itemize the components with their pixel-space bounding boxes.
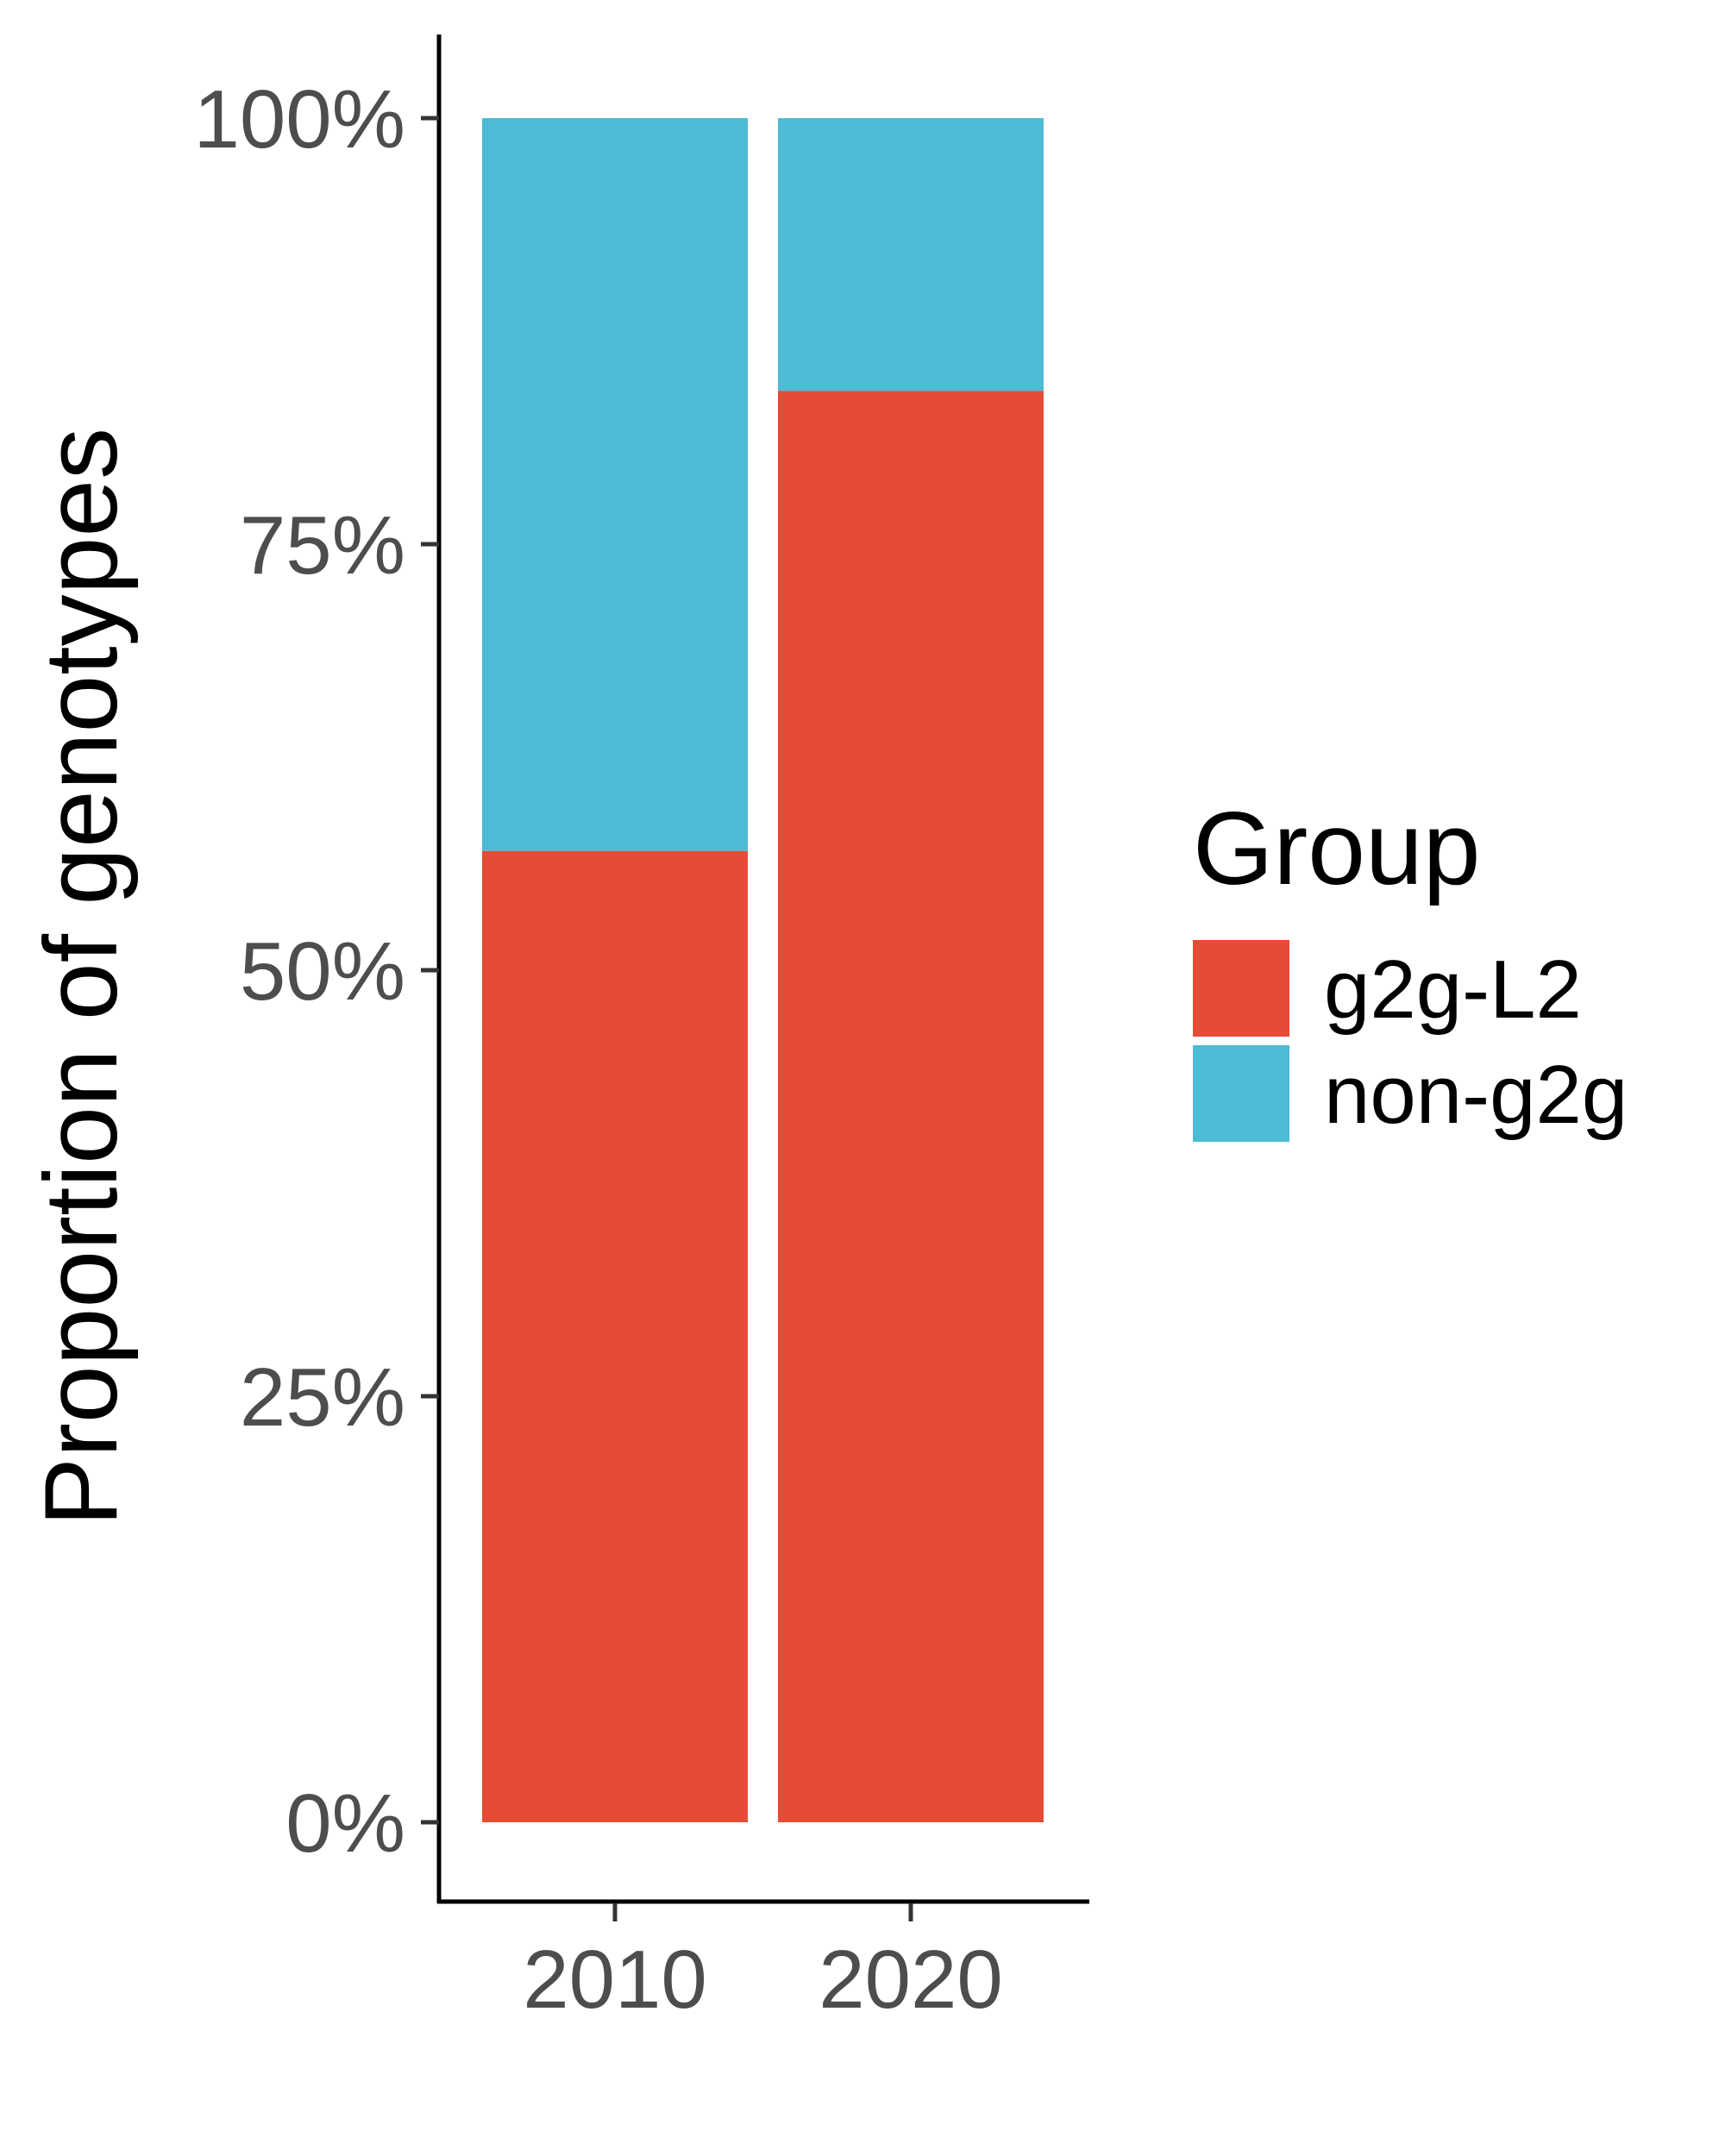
y-tick-label: 100% [193, 73, 405, 166]
legend-items: g2g-L2 non-g2g [1193, 940, 1628, 1142]
y-tick-label: 50% [240, 925, 405, 1018]
x-tick-label: 2020 [819, 1934, 1003, 2026]
y-tick-label: 75% [240, 499, 405, 592]
x-tick-label: 2010 [523, 1934, 707, 2026]
bars-layer [482, 118, 1044, 1823]
legend-label-g2g-L2: g2g-L2 [1324, 943, 1582, 1036]
y-tick-label: 25% [240, 1351, 405, 1444]
bar-segment-g2g-L2-2010 [482, 850, 748, 1823]
bar-segment-non-g2g-2010 [482, 118, 748, 851]
bar-segment-non-g2g-2020 [778, 118, 1044, 392]
y-tick-label: 0% [285, 1777, 405, 1870]
x-ticks: 2010 2020 [523, 1903, 1003, 2026]
legend-title: Group [1193, 791, 1481, 906]
legend: Group g2g-L2 non-g2g [1193, 791, 1628, 1142]
legend-swatch-non-g2g [1193, 1045, 1289, 1142]
legend-swatch-g2g-L2 [1193, 940, 1289, 1037]
y-ticks: 0% 25% 50% 75% 100% [193, 73, 439, 1870]
y-axis-title: Proportion of genotypes [23, 428, 139, 1526]
bar-segment-g2g-L2-2020 [778, 391, 1044, 1822]
legend-label-non-g2g: non-g2g [1324, 1049, 1628, 1141]
